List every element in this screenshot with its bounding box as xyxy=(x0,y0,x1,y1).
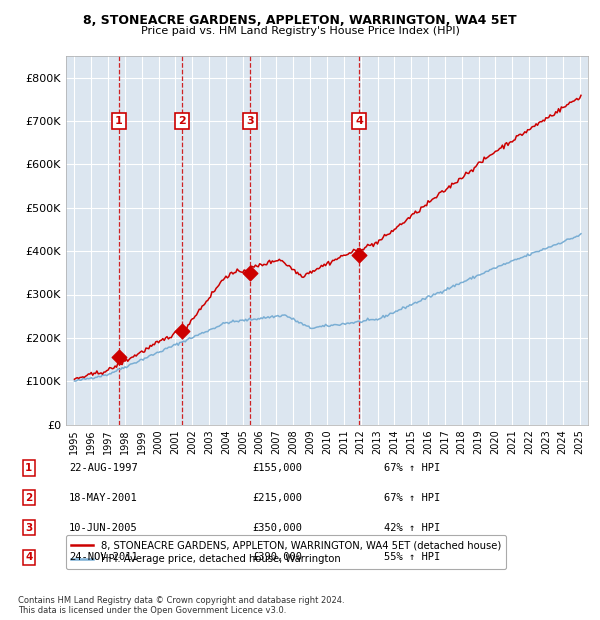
Text: £155,000: £155,000 xyxy=(252,463,302,473)
Text: 2: 2 xyxy=(25,493,32,503)
Text: 24-NOV-2011: 24-NOV-2011 xyxy=(69,552,138,562)
Text: 3: 3 xyxy=(25,523,32,533)
Text: 67% ↑ HPI: 67% ↑ HPI xyxy=(384,493,440,503)
Point xyxy=(177,326,187,336)
Point xyxy=(245,268,255,278)
Point xyxy=(114,352,124,362)
Text: 55% ↑ HPI: 55% ↑ HPI xyxy=(384,552,440,562)
Text: 3: 3 xyxy=(247,116,254,126)
Text: 42% ↑ HPI: 42% ↑ HPI xyxy=(384,523,440,533)
Text: 2: 2 xyxy=(178,116,185,126)
Text: Contains HM Land Registry data © Crown copyright and database right 2024.
This d: Contains HM Land Registry data © Crown c… xyxy=(18,596,344,615)
Text: Price paid vs. HM Land Registry's House Price Index (HPI): Price paid vs. HM Land Registry's House … xyxy=(140,26,460,36)
Text: 18-MAY-2001: 18-MAY-2001 xyxy=(69,493,138,503)
Point xyxy=(354,250,364,260)
Text: £215,000: £215,000 xyxy=(252,493,302,503)
Text: 1: 1 xyxy=(25,463,32,473)
Text: 67% ↑ HPI: 67% ↑ HPI xyxy=(384,463,440,473)
Text: 22-AUG-1997: 22-AUG-1997 xyxy=(69,463,138,473)
Text: £350,000: £350,000 xyxy=(252,523,302,533)
Text: 4: 4 xyxy=(355,116,363,126)
Text: 4: 4 xyxy=(25,552,32,562)
Text: 8, STONEACRE GARDENS, APPLETON, WARRINGTON, WA4 5ET: 8, STONEACRE GARDENS, APPLETON, WARRINGT… xyxy=(83,14,517,27)
Text: £390,000: £390,000 xyxy=(252,552,302,562)
Text: 1: 1 xyxy=(115,116,123,126)
Legend: 8, STONEACRE GARDENS, APPLETON, WARRINGTON, WA4 5ET (detached house), HPI: Avera: 8, STONEACRE GARDENS, APPLETON, WARRINGT… xyxy=(66,535,506,569)
Text: 10-JUN-2005: 10-JUN-2005 xyxy=(69,523,138,533)
